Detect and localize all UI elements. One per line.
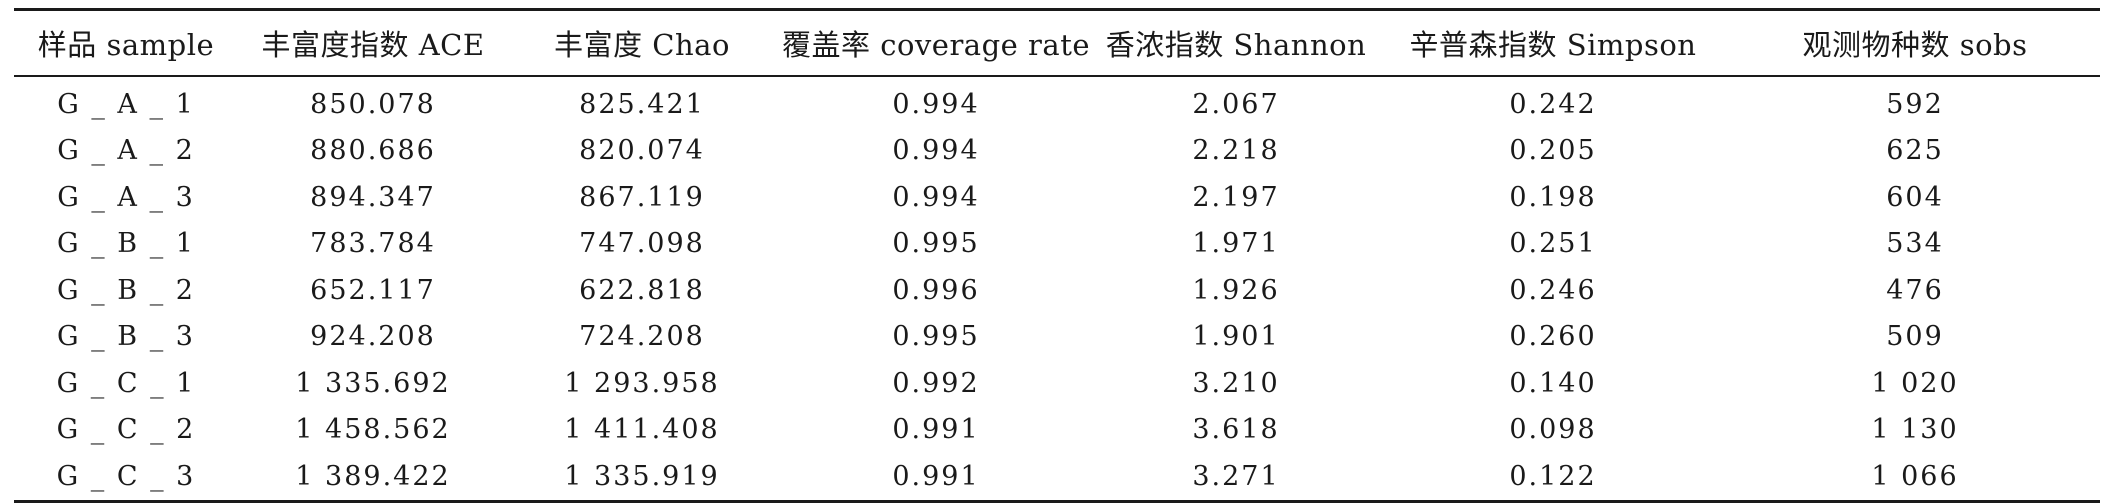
sobs-cell: 592 bbox=[1886, 88, 1944, 120]
sobs-cell: 604 bbox=[1886, 181, 1944, 213]
chao-cell: 1 293.958 bbox=[564, 367, 720, 399]
ace-cell: 1 335.692 bbox=[295, 367, 451, 399]
simpson-cell: 0.140 bbox=[1509, 367, 1597, 399]
table-row: G _ A _ 2 880.686 820.074 0.994 2.218 0.205 62… bbox=[14, 128, 2100, 175]
column-header-ace: 丰富度指数 ACE bbox=[238, 9, 508, 77]
chao-cell: 622.818 bbox=[579, 274, 705, 306]
column-header-simpson: 辛普森指数 Simpson bbox=[1376, 9, 1730, 77]
table-body: G _ A _ 1 850.078 825.421 0.994 2.067 0.242 59… bbox=[14, 76, 2100, 501]
sample-cell: G _ B _ 1 bbox=[57, 228, 195, 260]
table-row: G _ A _ 1 850.078 825.421 0.994 2.067 0.242 59… bbox=[14, 76, 2100, 128]
column-header-coverage: 覆盖率 coverage rate bbox=[776, 9, 1096, 77]
sobs-cell: 1 130 bbox=[1871, 414, 1959, 446]
shannon-cell: 2.197 bbox=[1192, 181, 1280, 213]
shannon-cell: 2.067 bbox=[1192, 88, 1280, 120]
chao-cell: 867.119 bbox=[579, 181, 705, 213]
ace-cell: 1 458.562 bbox=[295, 414, 451, 446]
sample-cell: G _ B _ 2 bbox=[57, 274, 195, 306]
sobs-cell: 625 bbox=[1886, 135, 1944, 167]
sample-cell: G _ C _ 3 bbox=[56, 460, 196, 492]
column-header-sample: 样品 sample bbox=[14, 9, 238, 77]
sobs-cell: 534 bbox=[1886, 228, 1944, 260]
column-header-sobs: 观测物种数 sobs bbox=[1730, 9, 2100, 77]
chao-cell: 1 335.919 bbox=[564, 460, 720, 492]
sample-cell: G _ A _ 3 bbox=[57, 181, 195, 213]
sample-cell: G _ C _ 1 bbox=[56, 367, 196, 399]
coverage-cell: 0.995 bbox=[892, 321, 980, 353]
shannon-cell: 2.218 bbox=[1192, 135, 1280, 167]
sobs-cell: 476 bbox=[1886, 274, 1944, 306]
simpson-cell: 0.205 bbox=[1509, 135, 1597, 167]
shannon-cell: 3.618 bbox=[1192, 414, 1280, 446]
table-row: G _ B _ 3 924.208 724.208 0.995 1.901 0.260 50… bbox=[14, 314, 2100, 361]
sample-cell: G _ A _ 2 bbox=[57, 135, 195, 167]
chao-cell: 820.074 bbox=[579, 135, 705, 167]
table-row: G _ A _ 3 894.347 867.119 0.994 2.197 0.198 60… bbox=[14, 174, 2100, 221]
table-row: G _ C _ 1 1 335.692 1 293.958 0.992 3.210 0.1… bbox=[14, 360, 2100, 407]
sample-cell: G _ B _ 3 bbox=[57, 321, 195, 353]
shannon-cell: 1.971 bbox=[1192, 228, 1280, 260]
simpson-cell: 0.242 bbox=[1509, 88, 1597, 120]
diversity-table-container: 样品 sample 丰富度指数 ACE 丰富度 Chao 覆盖率 coverag… bbox=[14, 8, 2100, 503]
ace-cell: 1 389.422 bbox=[295, 460, 451, 492]
shannon-cell: 1.901 bbox=[1192, 321, 1280, 353]
table-header: 样品 sample 丰富度指数 ACE 丰富度 Chao 覆盖率 coverag… bbox=[14, 9, 2100, 77]
diversity-index-table: 样品 sample 丰富度指数 ACE 丰富度 Chao 覆盖率 coverag… bbox=[14, 8, 2100, 503]
coverage-cell: 0.991 bbox=[892, 460, 980, 492]
column-header-chao: 丰富度 Chao bbox=[508, 9, 776, 77]
sobs-cell: 509 bbox=[1886, 321, 1944, 353]
chao-cell: 747.098 bbox=[579, 228, 705, 260]
coverage-cell: 0.994 bbox=[892, 135, 980, 167]
ace-cell: 880.686 bbox=[310, 135, 436, 167]
column-header-shannon: 香浓指数 Shannon bbox=[1096, 9, 1376, 77]
simpson-cell: 0.246 bbox=[1509, 274, 1597, 306]
chao-cell: 1 411.408 bbox=[564, 414, 720, 446]
ace-cell: 894.347 bbox=[310, 181, 436, 213]
ace-cell: 924.208 bbox=[310, 321, 436, 353]
table-row: G _ B _ 1 783.784 747.098 0.995 1.971 0.251 53… bbox=[14, 221, 2100, 268]
simpson-cell: 0.122 bbox=[1509, 460, 1597, 492]
simpson-cell: 0.260 bbox=[1509, 321, 1597, 353]
shannon-cell: 3.210 bbox=[1192, 367, 1280, 399]
shannon-cell: 3.271 bbox=[1192, 460, 1280, 492]
sample-cell: G _ A _ 1 bbox=[57, 88, 195, 120]
coverage-cell: 0.994 bbox=[892, 181, 980, 213]
table-row: G _ C _ 3 1 389.422 1 335.919 0.991 3.271 0.1… bbox=[14, 453, 2100, 501]
ace-cell: 850.078 bbox=[310, 88, 436, 120]
coverage-cell: 0.994 bbox=[892, 88, 980, 120]
ace-cell: 652.117 bbox=[310, 274, 436, 306]
table-row: G _ C _ 2 1 458.562 1 411.408 0.991 3.618 0.0… bbox=[14, 407, 2100, 454]
simpson-cell: 0.098 bbox=[1509, 414, 1597, 446]
coverage-cell: 0.991 bbox=[892, 414, 980, 446]
sample-cell: G _ C _ 2 bbox=[56, 414, 196, 446]
chao-cell: 825.421 bbox=[579, 88, 705, 120]
simpson-cell: 0.251 bbox=[1509, 228, 1597, 260]
coverage-cell: 0.992 bbox=[892, 367, 980, 399]
coverage-cell: 0.996 bbox=[892, 274, 980, 306]
table-row: G _ B _ 2 652.117 622.818 0.996 1.926 0.246 47… bbox=[14, 267, 2100, 314]
sobs-cell: 1 066 bbox=[1871, 460, 1959, 492]
ace-cell: 783.784 bbox=[310, 228, 436, 260]
simpson-cell: 0.198 bbox=[1509, 181, 1597, 213]
sobs-cell: 1 020 bbox=[1871, 367, 1959, 399]
chao-cell: 724.208 bbox=[579, 321, 705, 353]
header-row: 样品 sample 丰富度指数 ACE 丰富度 Chao 覆盖率 coverag… bbox=[14, 9, 2100, 77]
coverage-cell: 0.995 bbox=[892, 228, 980, 260]
shannon-cell: 1.926 bbox=[1192, 274, 1280, 306]
